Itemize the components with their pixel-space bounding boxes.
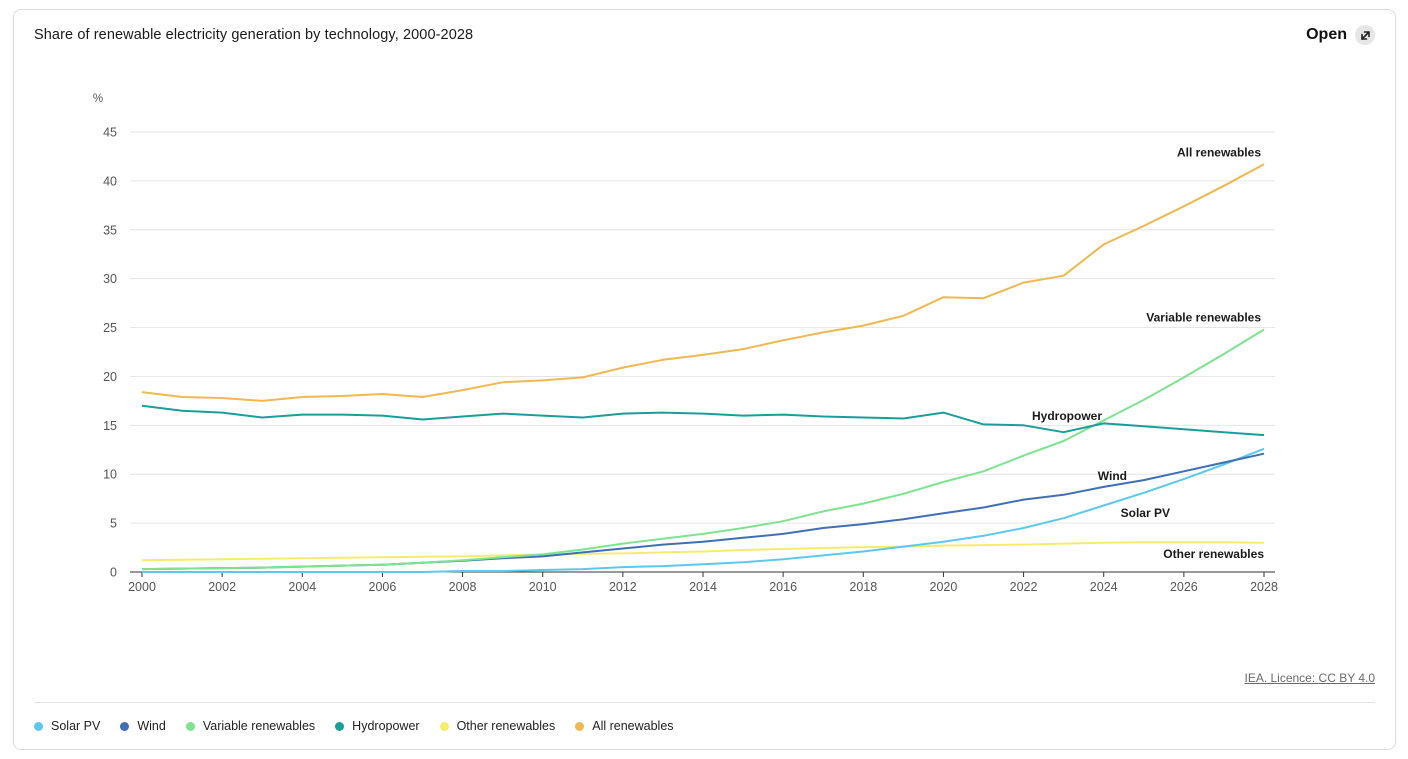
legend-item-hydropower[interactable]: Hydropower	[335, 719, 420, 733]
licence-link[interactable]: IEA. Licence: CC BY 4.0	[1244, 671, 1375, 685]
open-button[interactable]: Open	[1306, 25, 1375, 45]
legend-item-other-renewables[interactable]: Other renewables	[439, 719, 556, 733]
series-line-variable-renewables	[141, 328, 1265, 571]
series-label-solar-pv: Solar PV	[1121, 506, 1170, 520]
series-label-variable-renewables: Variable renewables	[1146, 311, 1261, 325]
legend-swatch	[439, 721, 449, 731]
chart-title: Share of renewable electricity generatio…	[34, 27, 474, 43]
x-tick-label: 2002	[208, 580, 236, 594]
legend-swatch	[335, 721, 345, 731]
x-tick-label: 2020	[930, 580, 958, 594]
x-tick-label: 2016	[769, 580, 797, 594]
legend-label: Wind	[137, 719, 166, 733]
legend-item-wind[interactable]: Wind	[120, 719, 166, 733]
x-tick-label: 2018	[849, 580, 877, 594]
y-axis-unit-label: %	[93, 93, 103, 105]
series-line-other-renewables	[141, 541, 1265, 562]
y-tick-label: 40	[103, 174, 117, 188]
x-tick-label: 2026	[1170, 580, 1198, 594]
x-tick-label: 2000	[128, 580, 156, 594]
y-tick-label: 15	[103, 419, 117, 433]
y-tick-label: 25	[103, 321, 117, 335]
x-tick-label: 2012	[609, 580, 637, 594]
series-label-wind: Wind	[1098, 469, 1127, 483]
x-tick-label: 2024	[1090, 580, 1118, 594]
open-button-label: Open	[1306, 26, 1347, 43]
x-tick-label: 2010	[529, 580, 557, 594]
series-line-hydropower	[141, 404, 1265, 437]
x-tick-label: 2004	[288, 580, 316, 594]
legend-swatch	[185, 721, 195, 731]
series-label-other-renewables: Other renewables	[1163, 547, 1264, 561]
legend-label: Variable renewables	[202, 719, 316, 733]
legend-item-variable-renewables[interactable]: Variable renewables	[185, 719, 316, 733]
series-line-all-renewables	[141, 163, 1265, 402]
y-tick-label: 30	[103, 272, 117, 286]
legend-label: Hydropower	[352, 719, 420, 733]
y-tick-label: 20	[103, 370, 117, 384]
legend-label: Other renewables	[456, 719, 556, 733]
legend: Solar PV Wind Variable renewables Hydropowe…	[34, 719, 674, 733]
divider	[34, 702, 1375, 703]
series-label-hydropower: Hydropower	[1032, 409, 1102, 423]
y-tick-label: 45	[103, 126, 117, 140]
y-tick-label: 0	[110, 566, 117, 580]
y-tick-label: 35	[103, 223, 117, 237]
legend-item-solar-pv[interactable]: Solar PV	[34, 719, 100, 733]
legend-swatch	[120, 721, 130, 731]
external-arrow-icon	[1355, 25, 1375, 45]
x-tick-label: 2028	[1250, 580, 1278, 594]
x-tick-label: 2006	[369, 580, 397, 594]
y-tick-label: 5	[110, 517, 117, 531]
x-tick-label: 2014	[689, 580, 717, 594]
legend-item-all-renewables[interactable]: All renewables	[575, 719, 674, 733]
legend-label: Solar PV	[51, 719, 101, 733]
series-line-solar-pv	[142, 447, 1265, 573]
series-label-all-renewables: All renewables	[1177, 145, 1261, 159]
x-tick-label: 2008	[449, 580, 477, 594]
x-tick-label: 2022	[1010, 580, 1038, 594]
legend-label: All renewables	[592, 719, 674, 733]
legend-swatch	[34, 721, 43, 731]
y-tick-label: 10	[103, 468, 117, 482]
legend-swatch	[575, 721, 585, 731]
